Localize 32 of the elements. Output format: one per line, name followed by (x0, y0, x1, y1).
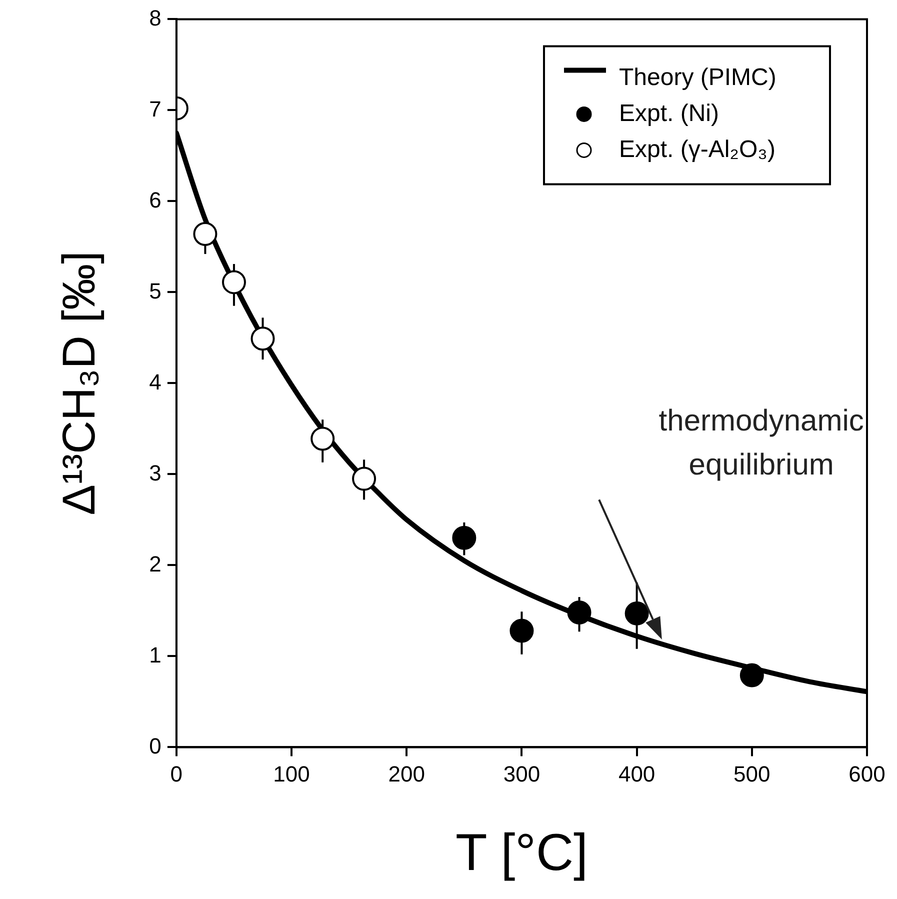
x-tick-label: 200 (388, 761, 425, 786)
x-tick-label: 400 (618, 761, 656, 786)
legend-label: Expt. (γ-Al₂O₃) (619, 136, 776, 163)
y-tick-label: 3 (149, 460, 162, 486)
point (452, 526, 476, 550)
point (352, 466, 376, 491)
y-tick-label: 2 (149, 551, 162, 576)
x-tick-label: 0 (170, 761, 183, 786)
y-tick-label: 8 (149, 5, 162, 30)
point (510, 618, 534, 643)
point (567, 600, 592, 625)
point (250, 326, 275, 351)
legend-label: Theory (PIMC) (619, 64, 776, 91)
y-tick-label: 1 (149, 642, 162, 668)
x-axis-title: T [°C] (455, 824, 588, 882)
point (222, 270, 246, 294)
point (310, 426, 335, 451)
point (740, 663, 764, 688)
legend-label: Expt. (Ni) (619, 100, 720, 127)
y-tick-label: 7 (149, 96, 162, 122)
y-tick-label: 4 (149, 369, 162, 394)
annotation: thermodynamic equilibrium (658, 404, 864, 482)
x-tick-label: 500 (734, 761, 770, 786)
y-tick-label: 0 (149, 733, 162, 758)
y-tick-label: 5 (149, 278, 162, 304)
x-tick-label: 300 (503, 761, 540, 786)
x-tick-label: 100 (273, 761, 310, 786)
y-tick-label: 6 (149, 187, 162, 212)
point (193, 222, 218, 246)
x-tick-label: 600 (848, 761, 886, 786)
point (624, 601, 649, 626)
y-axis-title: Δ¹³CH₃D [‰] (52, 251, 104, 516)
